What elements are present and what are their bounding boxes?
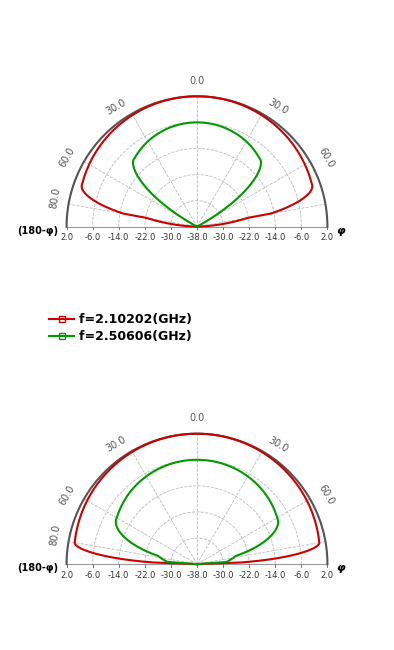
Text: (180-φ): (180-φ) — [17, 563, 58, 573]
Text: -6.0: -6.0 — [293, 233, 309, 242]
Text: 2.0: 2.0 — [60, 233, 73, 242]
Text: -6.0: -6.0 — [85, 233, 101, 242]
Text: -22.0: -22.0 — [238, 233, 260, 242]
Text: 2.0: 2.0 — [321, 233, 334, 242]
Legend: f=2.10202(GHz) , f=2.50606(GHz) : f=2.10202(GHz) , f=2.50606(GHz) — [45, 308, 200, 348]
Text: 30.0: 30.0 — [266, 435, 290, 454]
Text: 0.0: 0.0 — [190, 76, 204, 86]
Text: 30.0: 30.0 — [104, 435, 128, 454]
Text: 0.0: 0.0 — [190, 413, 204, 423]
Text: 2.0: 2.0 — [321, 571, 334, 580]
Text: -38.0: -38.0 — [186, 571, 208, 580]
Text: φ: φ — [336, 563, 345, 573]
Text: -6.0: -6.0 — [293, 571, 309, 580]
Text: -14.0: -14.0 — [264, 571, 286, 580]
Text: -22.0: -22.0 — [134, 233, 156, 242]
Text: 2.0: 2.0 — [60, 571, 73, 580]
Text: -22.0: -22.0 — [134, 571, 156, 580]
Text: -14.0: -14.0 — [264, 233, 286, 242]
Text: 30.0: 30.0 — [104, 98, 128, 116]
Text: -6.0: -6.0 — [85, 571, 101, 580]
Text: -30.0: -30.0 — [160, 571, 182, 580]
Text: -14.0: -14.0 — [108, 571, 130, 580]
Text: 30.0: 30.0 — [266, 98, 290, 116]
Text: -22.0: -22.0 — [238, 571, 260, 580]
Text: -30.0: -30.0 — [160, 233, 182, 242]
Text: -38.0: -38.0 — [186, 233, 208, 242]
Text: (180-φ): (180-φ) — [17, 226, 58, 236]
Text: 80.0: 80.0 — [48, 523, 62, 546]
Text: 60.0: 60.0 — [58, 483, 77, 507]
Text: 60.0: 60.0 — [58, 146, 77, 170]
Text: -14.0: -14.0 — [108, 233, 130, 242]
Text: 60.0: 60.0 — [317, 483, 336, 507]
Text: -30.0: -30.0 — [212, 233, 234, 242]
Text: 80.0: 80.0 — [48, 186, 62, 209]
Text: 60.0: 60.0 — [317, 146, 336, 170]
Text: φ: φ — [336, 226, 345, 236]
Text: -30.0: -30.0 — [212, 571, 234, 580]
